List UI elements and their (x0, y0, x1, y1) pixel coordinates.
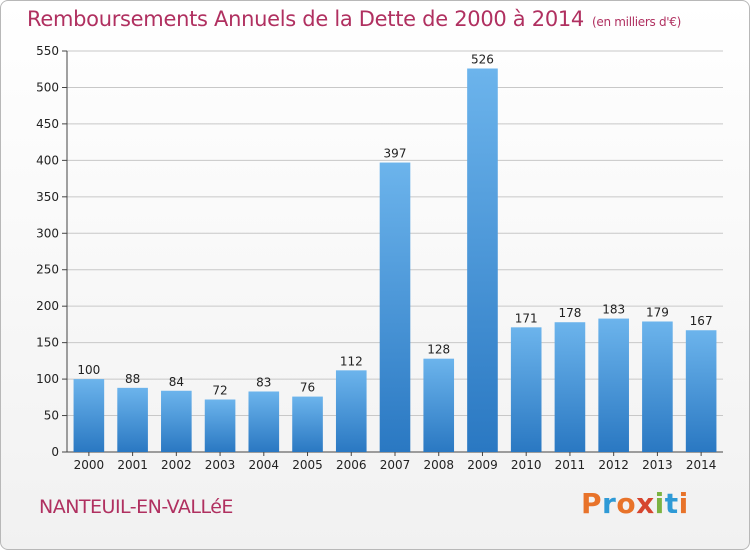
x-tick-label-2003: 2003 (205, 458, 236, 472)
logo-letter: P (581, 487, 603, 520)
logo-letter: x (636, 487, 655, 520)
proxiti-logo: Proxiti (581, 487, 689, 520)
bar-2002 (161, 390, 192, 452)
bar-2013 (642, 321, 673, 452)
x-tick-label-2010: 2010 (511, 458, 542, 472)
x-tick-label-2009: 2009 (467, 458, 498, 472)
y-tick-label: 550 (36, 44, 59, 58)
bar-2001 (117, 387, 148, 452)
bar-2011 (554, 322, 586, 452)
y-tick-label: 200 (36, 299, 59, 313)
bar-2008 (423, 358, 455, 452)
bar-2012 (598, 318, 629, 452)
x-tick-label-2013: 2013 (642, 458, 673, 472)
value-label-2014: 167 (690, 314, 713, 328)
value-label-2011: 178 (558, 306, 581, 320)
value-label-2008: 128 (427, 343, 450, 357)
x-tick-label-2012: 2012 (598, 458, 629, 472)
bar-2005 (292, 396, 323, 452)
x-tick-label-2011: 2011 (555, 458, 586, 472)
value-label-2001: 88 (125, 372, 140, 386)
x-tick-label-2005: 2005 (292, 458, 323, 472)
value-label-2004: 83 (256, 375, 271, 389)
value-label-2007: 397 (384, 147, 407, 161)
bar-2003 (204, 399, 236, 452)
x-tick-label-2002: 2002 (161, 458, 192, 472)
chart-title-text: Remboursements Annuels de la Dette de 20… (27, 7, 584, 31)
logo-letter: i (678, 487, 689, 520)
y-tick-label: 300 (36, 226, 59, 240)
logo-letter: i (654, 487, 665, 520)
y-tick-label: 250 (36, 263, 59, 277)
logo-letter: o (616, 487, 637, 520)
bar-2006 (335, 370, 367, 452)
y-tick-label: 350 (36, 190, 59, 204)
logo-letter: t (664, 487, 679, 520)
value-label-2010: 171 (515, 311, 538, 325)
chart-title: Remboursements Annuels de la Dette de 20… (27, 7, 681, 31)
y-tick-label: 50 (44, 409, 59, 423)
value-label-2009: 526 (471, 52, 494, 66)
commune-name: NANTEUIL-EN-VALLéE (39, 496, 233, 518)
x-tick-label-2014: 2014 (686, 458, 717, 472)
bar-2010 (510, 327, 542, 452)
x-tick-label-2007: 2007 (380, 458, 411, 472)
x-tick-label-2006: 2006 (336, 458, 367, 472)
value-label-2003: 72 (212, 384, 227, 398)
y-tick-label: 150 (36, 336, 59, 350)
bar-2000 (73, 379, 105, 452)
value-label-2005: 76 (300, 381, 315, 395)
unit-note: (en milliers d'€) (592, 15, 682, 29)
x-tick-label-2008: 2008 (423, 458, 454, 472)
bar-2009 (467, 68, 498, 453)
bar-2007 (379, 162, 411, 452)
value-label-2013: 179 (646, 305, 669, 319)
labels: 0 50 100 150 200 250 300 350 400 450 500 550 100 2000… (36, 44, 716, 472)
logo-letter: r (602, 487, 617, 520)
x-tick-label-2004: 2004 (249, 458, 280, 472)
value-label-2000: 100 (77, 363, 100, 377)
value-label-2012: 183 (602, 303, 625, 317)
value-label-2002: 84 (169, 375, 184, 389)
bars (73, 68, 717, 453)
y-tick-label: 500 (36, 80, 59, 94)
y-tick-label: 100 (36, 372, 59, 386)
y-tick-label: 0 (51, 445, 59, 459)
bar-2014 (685, 330, 717, 452)
y-tick-label: 450 (36, 117, 59, 131)
x-tick-label-2001: 2001 (117, 458, 148, 472)
bar-2004 (248, 391, 280, 452)
value-label-2006: 112 (340, 354, 363, 368)
y-tick-label: 400 (36, 153, 59, 167)
x-tick-label-2000: 2000 (74, 458, 105, 472)
